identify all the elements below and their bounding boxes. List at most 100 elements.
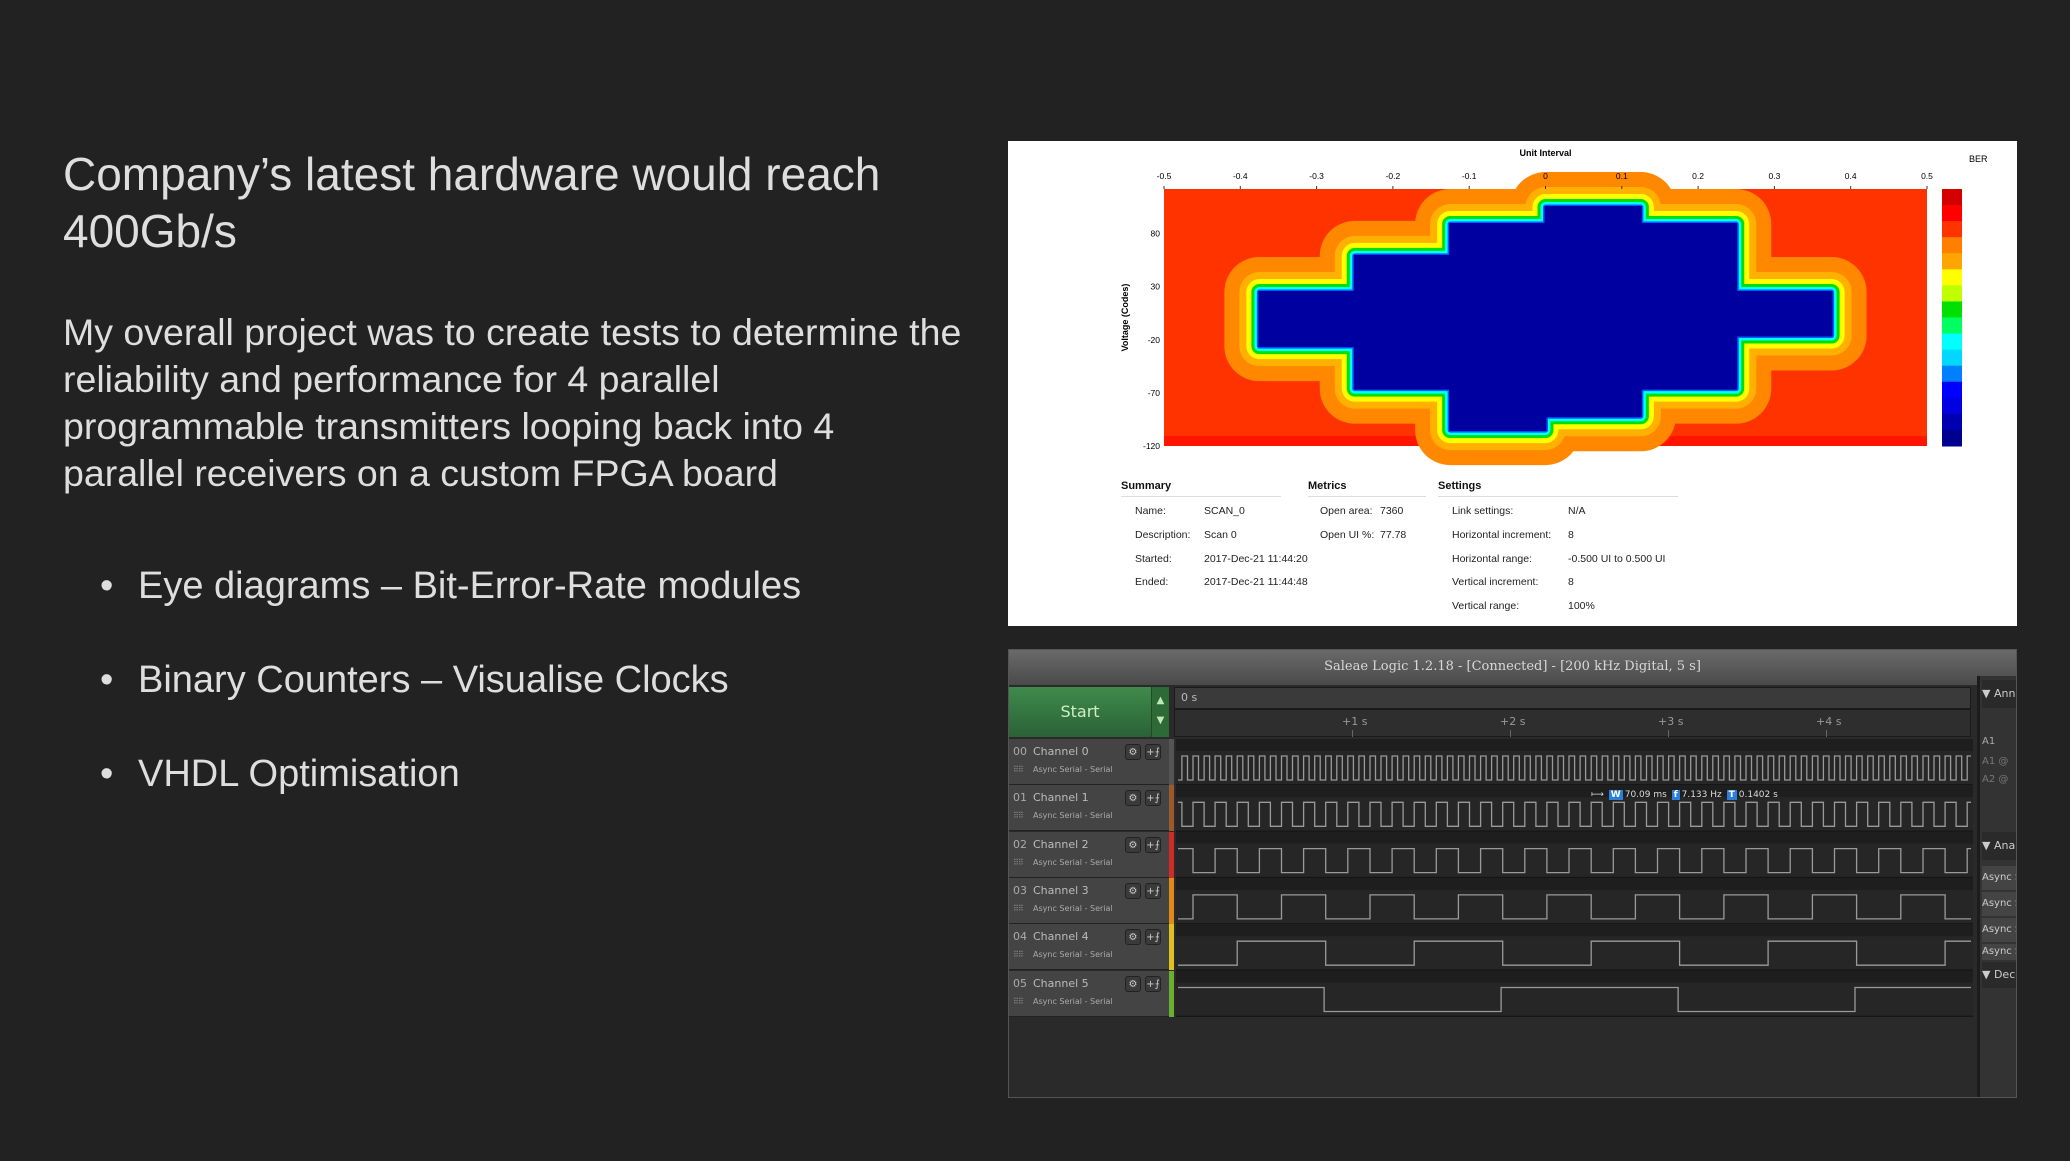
gear-icon[interactable]: ⚙: [1125, 744, 1141, 760]
x-tick-label: -0.1: [1462, 171, 1477, 181]
x-axis-title: Unit Interval: [1519, 148, 1571, 158]
drag-handle-icon[interactable]: ⠿⠿: [1013, 996, 1024, 1006]
settings-value: 100%: [1568, 600, 1595, 612]
decoded-section-header[interactable]: ▼ Decoded: [1982, 962, 2016, 988]
trigger-edge-icon[interactable]: +⨍: [1145, 975, 1161, 992]
gear-icon[interactable]: ⚙: [1125, 790, 1141, 807]
analyzers-section-header[interactable]: ▼ Analyzers: [1982, 832, 2016, 860]
channel-row[interactable]: 01 ⠿⠿ Channel 1 Async Serial - Serial ⚙ +⨍: [1009, 785, 1169, 832]
start-options[interactable]: ▲ ▼: [1151, 687, 1169, 737]
channel-name[interactable]: Channel 1: [1033, 791, 1089, 805]
bullet-text: Eye diagrams – Bit-Error-Rate modules: [138, 565, 802, 607]
open-eye-region: [1258, 206, 1833, 432]
analyzer-item[interactable]: Async Serial: [1982, 944, 2016, 960]
x-tick-label: 0.4: [1845, 171, 1857, 181]
drag-handle-icon[interactable]: ⠿⠿: [1013, 765, 1024, 774]
bullet-item: • VHDL Optimisation: [100, 751, 801, 845]
time-tick: [1510, 730, 1511, 737]
channel-number: 04: [1013, 930, 1027, 944]
gear-icon[interactable]: ⚙: [1125, 975, 1141, 992]
annotations-section-header[interactable]: ▼ Annotations: [1982, 680, 2016, 708]
x-tick-label: 0.2: [1692, 171, 1704, 181]
eye-diagram-panel: Unit Interval -0.5 -0.4 -0.3 -0.2 -0.1 0 0.1 0.2…: [1008, 141, 2017, 626]
channel-row[interactable]: 05 ⠿⠿ Channel 5 Async Serial - Serial ⚙ +⨍: [1009, 970, 1169, 1017]
analyzer-item[interactable]: Async Serial: [1982, 866, 2016, 890]
colorbar-swatch: [1942, 189, 1962, 206]
drag-handle-icon[interactable]: ⠿⠿: [1013, 950, 1024, 960]
channel-analyzer: Async Serial - Serial: [1033, 811, 1113, 821]
channel-waveform: [1178, 986, 1971, 1013]
channel-color-strip: [1169, 739, 1174, 785]
bullet-icon: •: [100, 659, 114, 701]
settings-label: Horizontal increment:: [1452, 529, 1552, 541]
period-value: 0.1402 s: [1738, 790, 1778, 800]
channel-analyzer: Async Serial - Serial: [1033, 903, 1113, 913]
channel-number: 05: [1013, 976, 1027, 990]
drag-handle-icon[interactable]: ⠿⠿: [1013, 811, 1024, 821]
waveform-area[interactable]: [1176, 739, 1973, 1019]
colorbar-swatch: [1942, 333, 1962, 351]
colorbar-title: BER: [1969, 154, 1988, 164]
trigger-edge-icon[interactable]: +⨍: [1145, 882, 1161, 899]
drag-handle-icon[interactable]: ⠿⠿: [1013, 857, 1024, 867]
slide-paragraph: My overall project was to create tests t…: [63, 311, 962, 494]
y-tick-label: -120: [1143, 441, 1160, 451]
channel-wave-header: [1176, 924, 1973, 937]
gear-icon[interactable]: ⚙: [1125, 836, 1141, 853]
channel-waveform: [1178, 894, 1971, 920]
arrow-down-icon[interactable]: ▼: [1156, 715, 1165, 726]
trigger-edge-icon[interactable]: +⨍: [1145, 790, 1161, 807]
bullet-icon: •: [100, 565, 114, 607]
gear-icon[interactable]: ⚙: [1125, 929, 1141, 946]
annotation-a1[interactable]: A1 @: [1982, 756, 2009, 767]
channel-name[interactable]: Channel 5: [1033, 976, 1089, 990]
channel-name[interactable]: Channel 0: [1033, 745, 1089, 758]
timeline-ruler[interactable]: +1 s +2 s +3 s +4 s: [1174, 709, 1971, 737]
channel-number: 00: [1013, 745, 1027, 758]
x-tick-label: -0.2: [1386, 171, 1401, 181]
colorbar-swatch: [1942, 237, 1962, 254]
trigger-edge-icon[interactable]: +⨍: [1145, 836, 1161, 853]
x-tick-label: 0.5: [1921, 171, 1933, 181]
width-range-icon: ⟼: [1591, 790, 1604, 800]
arrow-up-icon[interactable]: ▲: [1156, 695, 1165, 706]
x-tick-label: -0.3: [1309, 171, 1324, 181]
bullet-text: Binary Counters – Visualise Clocks: [138, 659, 729, 701]
x-tick-label: 0.1: [1616, 171, 1628, 181]
colorbar-swatch: [1942, 365, 1962, 383]
channel-waveform: [1178, 940, 1971, 966]
settings-value: 8: [1568, 576, 1574, 588]
channel-row[interactable]: 04 ⠿⠿ Channel 4 Async Serial - Serial ⚙ +⨍: [1009, 924, 1169, 971]
summary-value: 2017-Dec-21 11:44:48: [1204, 576, 1308, 588]
channel-row[interactable]: 02 ⠿⠿ Channel 2 Async Serial - Serial ⚙ +⨍: [1009, 831, 1169, 878]
channel-name[interactable]: Channel 2: [1033, 837, 1089, 851]
channel-color-strip: [1169, 785, 1174, 832]
summary-value: SCAN_0: [1204, 505, 1245, 517]
channel-name[interactable]: Channel 3: [1033, 883, 1089, 897]
trigger-edge-icon[interactable]: +⨍: [1145, 744, 1161, 760]
a1-badge[interactable]: A1: [1982, 736, 1996, 747]
channel-number: 02: [1013, 837, 1027, 851]
colorbar-swatch: [1942, 317, 1962, 335]
bullet-icon: •: [100, 753, 114, 795]
start-button[interactable]: Start: [1009, 687, 1151, 737]
analyzer-item[interactable]: Async Serial: [1982, 918, 2016, 942]
x-tick-label: 0: [1543, 171, 1548, 181]
annotation-a2[interactable]: A2 @: [1982, 774, 2009, 785]
x-tick-label: -0.4: [1233, 171, 1248, 181]
channel-analyzer: Async Serial - Serial: [1033, 765, 1113, 774]
time-tick: [1826, 730, 1827, 737]
channel-row[interactable]: 03 ⠿⠿ Channel 3 Async Serial - Serial ⚙ +⨍: [1009, 877, 1169, 924]
time-tick: [1668, 730, 1669, 737]
y-tick-label: -70: [1148, 388, 1161, 398]
metrics-label: Open UI %:: [1320, 529, 1375, 541]
channel-row[interactable]: 00 ⠿⠿ Channel 0 Async Serial - Serial ⚙ +⨍: [1009, 739, 1169, 785]
channel-name[interactable]: Channel 4: [1033, 930, 1089, 944]
gear-icon[interactable]: ⚙: [1125, 882, 1141, 899]
drag-handle-icon[interactable]: ⠿⠿: [1013, 903, 1024, 913]
trigger-edge-icon[interactable]: +⨍: [1145, 929, 1161, 946]
summary-label: Ended:: [1135, 576, 1169, 588]
settings-value: 8: [1568, 529, 1574, 541]
analyzer-item[interactable]: Async Serial: [1982, 892, 2016, 916]
channel-number: 01: [1013, 791, 1027, 805]
